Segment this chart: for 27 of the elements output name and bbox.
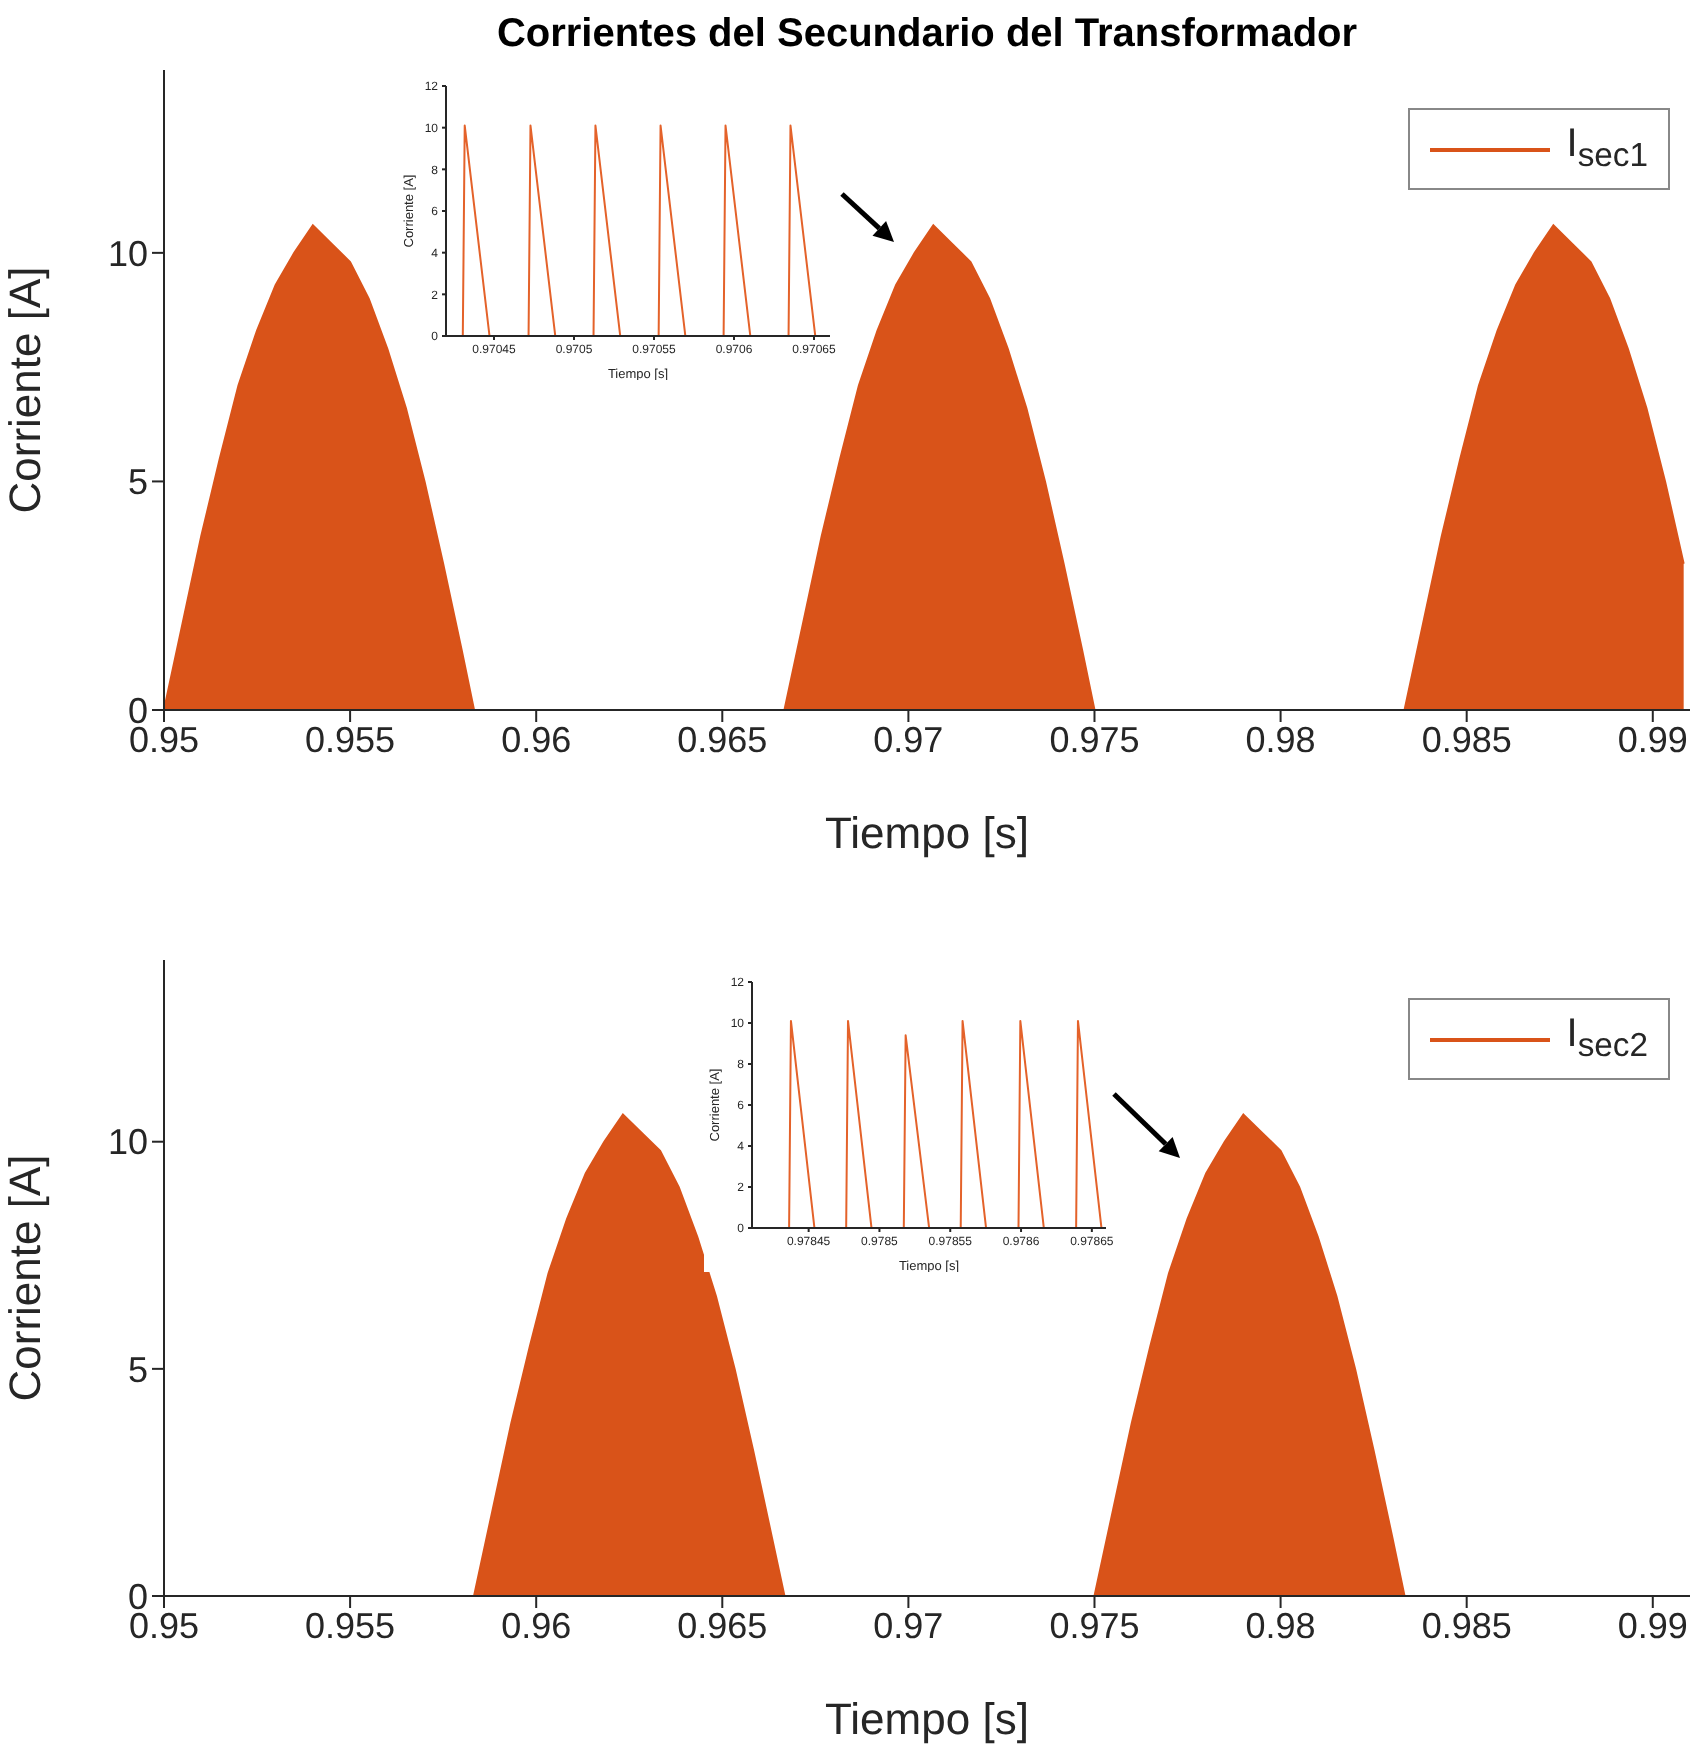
x-tick-label: 0.98 — [1245, 1605, 1316, 1646]
x-tick-label: 0.96 — [501, 1605, 572, 1646]
x-tick-label: 0.965 — [677, 1605, 768, 1646]
y-axis-title: Corriente [A] — [0, 266, 50, 514]
x-tick-label: 0.99 — [1617, 719, 1688, 760]
x-tick-label: 0.97 — [873, 719, 944, 760]
x-tick-label: 0.965 — [677, 719, 768, 760]
x-tick-label: 0.99 — [1617, 1605, 1688, 1646]
x-tick-label: 0.955 — [305, 719, 396, 760]
y-tick-label: 5 — [127, 462, 148, 503]
chart-title: Corrientes del Secundario del Transformador — [494, 12, 1360, 58]
y-tick-label: 5 — [127, 1349, 148, 1390]
y-axis-title: Corriente [A] — [0, 1154, 50, 1402]
legend-label: I$_{sec1}$ — [1566, 122, 1648, 176]
x-tick-label: 0.985 — [1421, 1605, 1512, 1646]
x-tick-label: 0.955 — [305, 1605, 396, 1646]
x-axis-title: Tiempo [s] — [825, 1694, 1029, 1744]
x-tick-label: 0.975 — [1049, 1605, 1140, 1646]
y-tick-label: 10 — [107, 233, 148, 274]
legend-label: I$_{sec2}$ — [1566, 1012, 1648, 1066]
x-tick-label: 0.96 — [501, 719, 572, 760]
y-tick-label: 10 — [107, 1122, 148, 1163]
x-tick-label: 0.98 — [1245, 719, 1316, 760]
x-tick-label: 0.985 — [1421, 719, 1512, 760]
x-axis-title: Tiempo [s] — [825, 808, 1029, 858]
x-tick-label: 0.975 — [1049, 719, 1140, 760]
x-tick-label: 0.97 — [873, 1605, 944, 1646]
